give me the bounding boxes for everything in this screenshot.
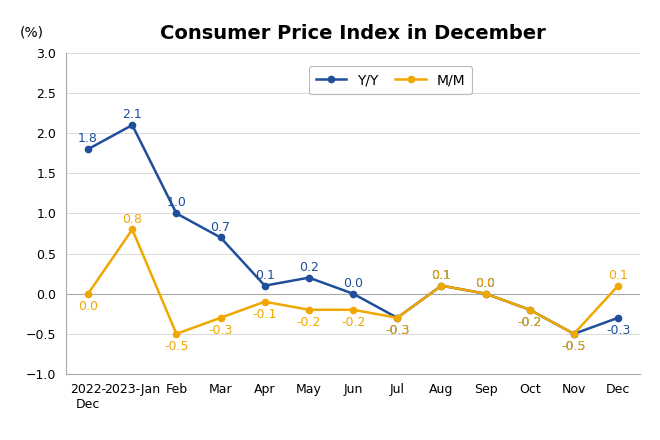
Y/Y (393, 315, 401, 320)
Text: 0.2: 0.2 (299, 261, 319, 274)
Y/Y (349, 291, 357, 297)
M/M (526, 307, 534, 312)
M/M (614, 283, 622, 288)
Legend: Y/Y, M/M: Y/Y, M/M (309, 66, 473, 94)
M/M (84, 291, 92, 297)
Title: Consumer Price Index in December: Consumer Price Index in December (160, 24, 546, 43)
M/M (172, 331, 180, 337)
Line: Y/Y: Y/Y (85, 122, 621, 337)
Text: -0.3: -0.3 (385, 324, 409, 337)
Y/Y (305, 275, 313, 280)
Text: 1.0: 1.0 (166, 197, 186, 209)
Y/Y (482, 291, 490, 297)
Text: 0.1: 0.1 (432, 269, 451, 282)
M/M (305, 307, 313, 312)
Text: 0.7: 0.7 (211, 220, 230, 234)
Text: -0.2: -0.2 (297, 316, 321, 329)
Text: -0.2: -0.2 (517, 316, 542, 329)
Text: -0.2: -0.2 (517, 316, 542, 329)
Y/Y (526, 307, 534, 312)
Text: 0.8: 0.8 (122, 213, 143, 226)
Y/Y (570, 331, 578, 337)
Y/Y (128, 122, 136, 128)
Y/Y (84, 147, 92, 152)
Text: 0.0: 0.0 (343, 277, 363, 290)
M/M (349, 307, 357, 312)
Text: 2.1: 2.1 (122, 108, 142, 121)
Text: -0.5: -0.5 (562, 340, 586, 353)
Text: -0.3: -0.3 (606, 324, 630, 337)
Text: -0.5: -0.5 (562, 340, 586, 353)
Text: -0.2: -0.2 (341, 316, 365, 329)
Text: -0.3: -0.3 (385, 324, 409, 337)
Y/Y (216, 235, 224, 240)
Text: 0.1: 0.1 (432, 269, 451, 282)
Text: -0.1: -0.1 (253, 308, 277, 321)
Text: 0.0: 0.0 (78, 300, 98, 313)
Text: 0.1: 0.1 (255, 269, 275, 282)
Text: 0.0: 0.0 (476, 277, 496, 290)
Y/Y (172, 211, 180, 216)
M/M (261, 299, 269, 304)
Y/Y (614, 315, 622, 320)
Text: 0.1: 0.1 (608, 269, 628, 282)
Y/Y (438, 283, 446, 288)
Y/Y (261, 283, 269, 288)
Line: M/M: M/M (85, 226, 621, 337)
Text: 0.0: 0.0 (476, 277, 496, 290)
M/M (216, 315, 224, 320)
Text: -0.3: -0.3 (209, 324, 233, 337)
M/M (482, 291, 490, 297)
M/M (128, 227, 136, 232)
Text: -0.5: -0.5 (164, 340, 189, 353)
M/M (570, 331, 578, 337)
Text: 1.8: 1.8 (78, 132, 98, 145)
M/M (393, 315, 401, 320)
Text: (%): (%) (20, 26, 44, 40)
M/M (438, 283, 446, 288)
